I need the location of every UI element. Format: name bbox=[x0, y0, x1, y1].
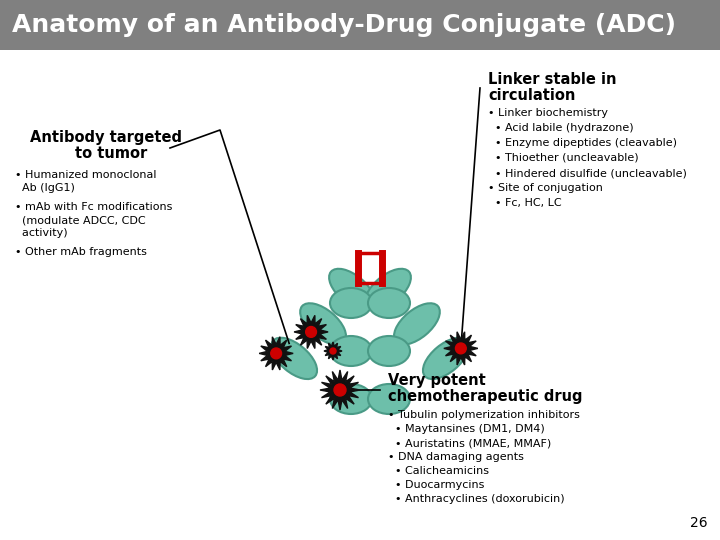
Circle shape bbox=[330, 348, 336, 354]
Text: Antibody targeted: Antibody targeted bbox=[30, 130, 182, 145]
Text: • Thioether (uncleavable): • Thioether (uncleavable) bbox=[488, 153, 639, 163]
Text: • Hindered disulfide (uncleavable): • Hindered disulfide (uncleavable) bbox=[488, 168, 687, 178]
Text: to tumor: to tumor bbox=[75, 146, 148, 161]
Text: • Enzyme dipeptides (cleavable): • Enzyme dipeptides (cleavable) bbox=[488, 138, 677, 148]
Text: Linker stable in: Linker stable in bbox=[488, 72, 616, 87]
Text: • Anthracyclines (doxorubicin): • Anthracyclines (doxorubicin) bbox=[388, 494, 564, 504]
Bar bbox=[0, 0, 720, 50]
Text: 26: 26 bbox=[690, 516, 708, 530]
Text: • DNA damaging agents: • DNA damaging agents bbox=[388, 452, 524, 462]
Text: Very potent: Very potent bbox=[388, 373, 486, 388]
Text: • mAb with Fc modifications
  (modulate ADCC, CDC
  activity): • mAb with Fc modifications (modulate AD… bbox=[15, 202, 172, 238]
Circle shape bbox=[334, 384, 346, 396]
Text: • Humanized monoclonal
  Ab (IgG1): • Humanized monoclonal Ab (IgG1) bbox=[15, 170, 156, 193]
Text: • Fc, HC, LC: • Fc, HC, LC bbox=[488, 198, 562, 208]
Ellipse shape bbox=[300, 303, 346, 345]
Ellipse shape bbox=[365, 269, 411, 310]
Text: • Calicheamicins: • Calicheamicins bbox=[388, 466, 489, 476]
Ellipse shape bbox=[330, 384, 372, 414]
Text: • Linker biochemistry: • Linker biochemistry bbox=[488, 108, 608, 118]
Text: Anatomy of an Antibody-Drug Conjugate (ADC): Anatomy of an Antibody-Drug Conjugate (A… bbox=[12, 13, 676, 37]
Ellipse shape bbox=[368, 336, 410, 366]
Ellipse shape bbox=[330, 336, 372, 366]
Text: • Site of conjugation: • Site of conjugation bbox=[488, 183, 603, 193]
Polygon shape bbox=[259, 337, 293, 370]
Text: • Duocarmycins: • Duocarmycins bbox=[388, 480, 485, 490]
Ellipse shape bbox=[368, 384, 410, 414]
Ellipse shape bbox=[368, 288, 410, 318]
Circle shape bbox=[306, 327, 317, 338]
Polygon shape bbox=[444, 332, 478, 365]
Text: • Auristatins (MMAE, MMAF): • Auristatins (MMAE, MMAF) bbox=[388, 438, 552, 448]
Polygon shape bbox=[320, 370, 360, 410]
Circle shape bbox=[271, 348, 282, 359]
Ellipse shape bbox=[394, 303, 440, 345]
Text: • Tubulin polymerization inhibitors: • Tubulin polymerization inhibitors bbox=[388, 410, 580, 420]
Text: • Other mAb fragments: • Other mAb fragments bbox=[15, 247, 147, 257]
Polygon shape bbox=[294, 315, 328, 348]
Ellipse shape bbox=[330, 288, 372, 318]
Text: circulation: circulation bbox=[488, 88, 575, 103]
Polygon shape bbox=[324, 342, 342, 360]
Text: • Maytansines (DM1, DM4): • Maytansines (DM1, DM4) bbox=[388, 424, 545, 434]
Ellipse shape bbox=[329, 269, 375, 310]
Ellipse shape bbox=[423, 338, 469, 379]
Text: chemotherapeutic drug: chemotherapeutic drug bbox=[388, 389, 582, 404]
Ellipse shape bbox=[271, 338, 317, 379]
Text: • Acid labile (hydrazone): • Acid labile (hydrazone) bbox=[488, 123, 634, 133]
Circle shape bbox=[456, 343, 467, 354]
